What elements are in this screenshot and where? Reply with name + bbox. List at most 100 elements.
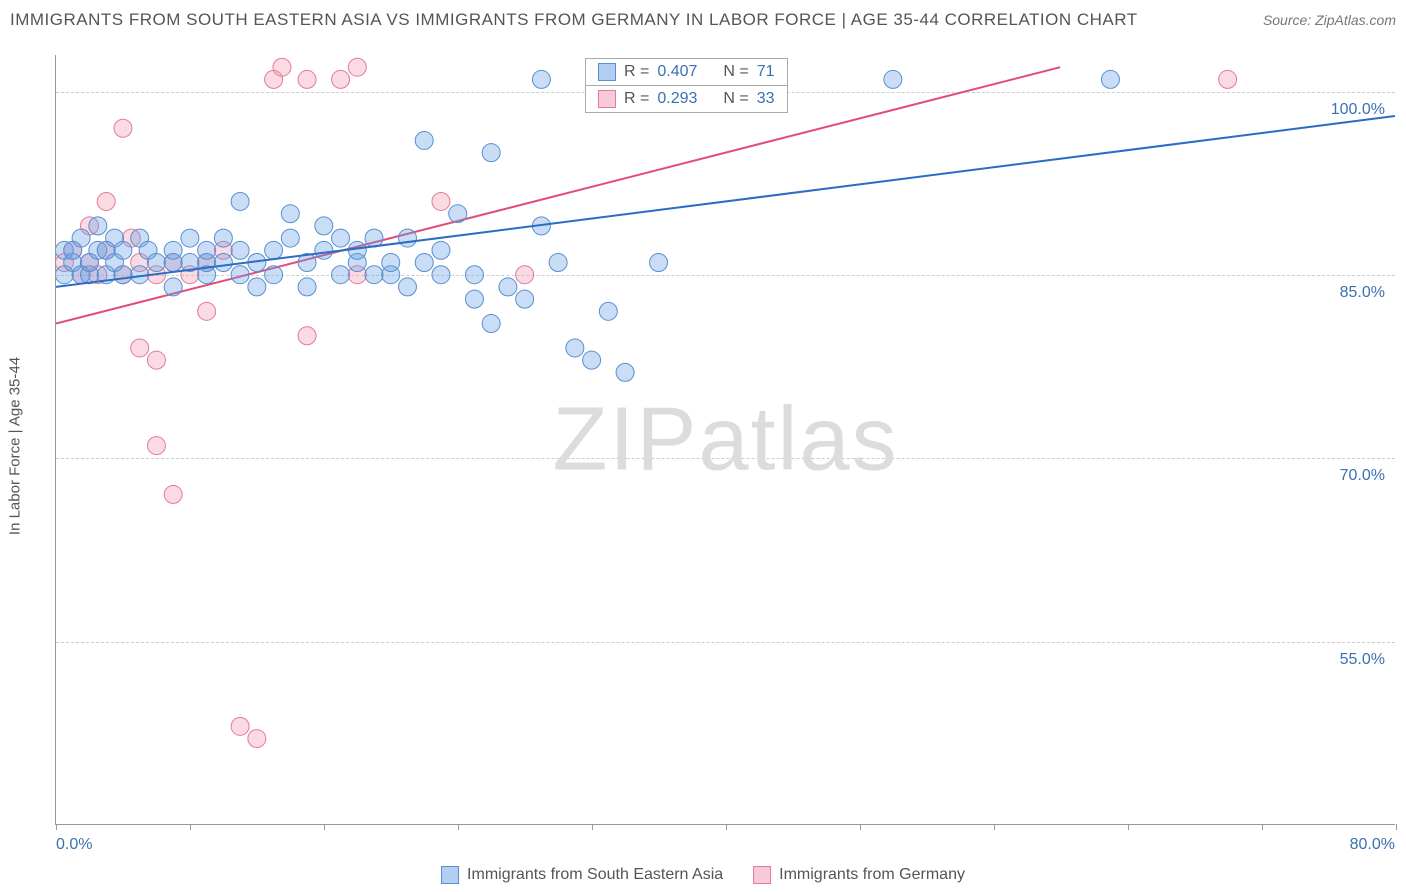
series-a-point	[432, 266, 450, 284]
n-label: N =	[723, 63, 748, 81]
xtick-mark	[860, 824, 861, 830]
series-a-point	[566, 339, 584, 357]
series-b-point	[248, 730, 266, 748]
plot-area: ZIPatlas 55.0%70.0%85.0%100.0%0.0%80.0%	[55, 55, 1395, 825]
series-a-point	[332, 229, 350, 247]
series-a-point	[382, 254, 400, 272]
series-a-point	[616, 363, 634, 381]
series-a-point	[532, 70, 550, 88]
series-a-point	[398, 229, 416, 247]
series-b-point	[298, 70, 316, 88]
legend-item-series-a: Immigrants from South Eastern Asia	[441, 866, 723, 884]
xtick-mark	[1128, 824, 1129, 830]
stats-swatch	[598, 63, 616, 81]
xtick-mark	[994, 824, 995, 830]
series-a-point	[599, 302, 617, 320]
r-label: R =	[624, 90, 649, 108]
series-a-point	[248, 278, 266, 296]
series-a-point	[415, 131, 433, 149]
title-bar: IMMIGRANTS FROM SOUTH EASTERN ASIA VS IM…	[10, 10, 1396, 30]
series-a-point	[231, 266, 249, 284]
xtick-mark	[592, 824, 593, 830]
series-a-point	[114, 241, 132, 259]
series-a-point	[365, 266, 383, 284]
series-b-point	[432, 192, 450, 210]
series-a-point	[499, 278, 517, 296]
series-b-point	[114, 119, 132, 137]
series-b-point	[1219, 70, 1237, 88]
series-b-point	[147, 437, 165, 455]
series-a-point	[214, 254, 232, 272]
series-b-point	[332, 70, 350, 88]
r-value: 0.407	[657, 63, 697, 81]
series-a-point	[583, 351, 601, 369]
n-value: 33	[757, 90, 775, 108]
n-label: N =	[723, 90, 748, 108]
series-b-point	[298, 327, 316, 345]
series-a-point	[365, 229, 383, 247]
series-a-point	[348, 241, 366, 259]
series-a-point	[516, 290, 534, 308]
series-a-point	[114, 266, 132, 284]
series-a-point	[415, 254, 433, 272]
xtick-mark	[458, 824, 459, 830]
xtick-mark	[1396, 824, 1397, 830]
stats-row: R = 0.293 N = 33	[586, 85, 787, 112]
series-b-point	[273, 58, 291, 76]
r-label: R =	[624, 63, 649, 81]
series-a-point	[315, 217, 333, 235]
xtick-mark	[1262, 824, 1263, 830]
series-b-point	[147, 351, 165, 369]
chart-svg	[56, 55, 1395, 824]
series-a-point	[281, 229, 299, 247]
series-a-point	[298, 278, 316, 296]
series-a-point	[89, 217, 107, 235]
series-a-point	[265, 266, 283, 284]
xtick-mark	[56, 824, 57, 830]
series-a-point	[231, 241, 249, 259]
legend-label-a: Immigrants from South Eastern Asia	[467, 866, 723, 884]
series-a-point	[181, 229, 199, 247]
series-b-point	[131, 339, 149, 357]
n-value: 71	[757, 63, 775, 81]
r-value: 0.293	[657, 90, 697, 108]
x-max-label: 80.0%	[1350, 836, 1395, 854]
series-b-point	[516, 266, 534, 284]
xtick-mark	[726, 824, 727, 830]
stats-swatch	[598, 90, 616, 108]
series-b-point	[97, 192, 115, 210]
source-attribution: Source: ZipAtlas.com	[1263, 12, 1396, 28]
series-a-point	[281, 205, 299, 223]
xtick-mark	[324, 824, 325, 830]
stats-box: R = 0.407 N = 71 R = 0.293 N = 33	[585, 58, 788, 113]
y-axis-label: In Labor Force | Age 35-44	[7, 357, 24, 535]
legend-swatch-b	[753, 866, 771, 884]
series-b-point	[348, 58, 366, 76]
legend-swatch-a	[441, 866, 459, 884]
series-a-point	[231, 192, 249, 210]
legend-label-b: Immigrants from Germany	[779, 866, 965, 884]
series-a-point	[315, 241, 333, 259]
legend-bottom: Immigrants from South Eastern Asia Immig…	[441, 866, 965, 884]
series-a-point	[265, 241, 283, 259]
stats-row: R = 0.407 N = 71	[586, 59, 787, 85]
series-a-point	[147, 254, 165, 272]
legend-item-series-b: Immigrants from Germany	[753, 866, 965, 884]
x-min-label: 0.0%	[56, 836, 92, 854]
series-a-trendline	[56, 116, 1395, 287]
chart-title: IMMIGRANTS FROM SOUTH EASTERN ASIA VS IM…	[10, 10, 1138, 30]
series-a-point	[332, 266, 350, 284]
series-b-point	[198, 302, 216, 320]
series-a-point	[164, 241, 182, 259]
series-a-point	[164, 278, 182, 296]
series-b-point	[231, 717, 249, 735]
series-a-point	[1101, 70, 1119, 88]
series-a-point	[549, 254, 567, 272]
series-a-point	[884, 70, 902, 88]
series-b-trendline	[56, 67, 1060, 323]
series-a-point	[72, 229, 90, 247]
series-a-point	[398, 278, 416, 296]
xtick-mark	[190, 824, 191, 830]
series-a-point	[449, 205, 467, 223]
series-a-point	[432, 241, 450, 259]
